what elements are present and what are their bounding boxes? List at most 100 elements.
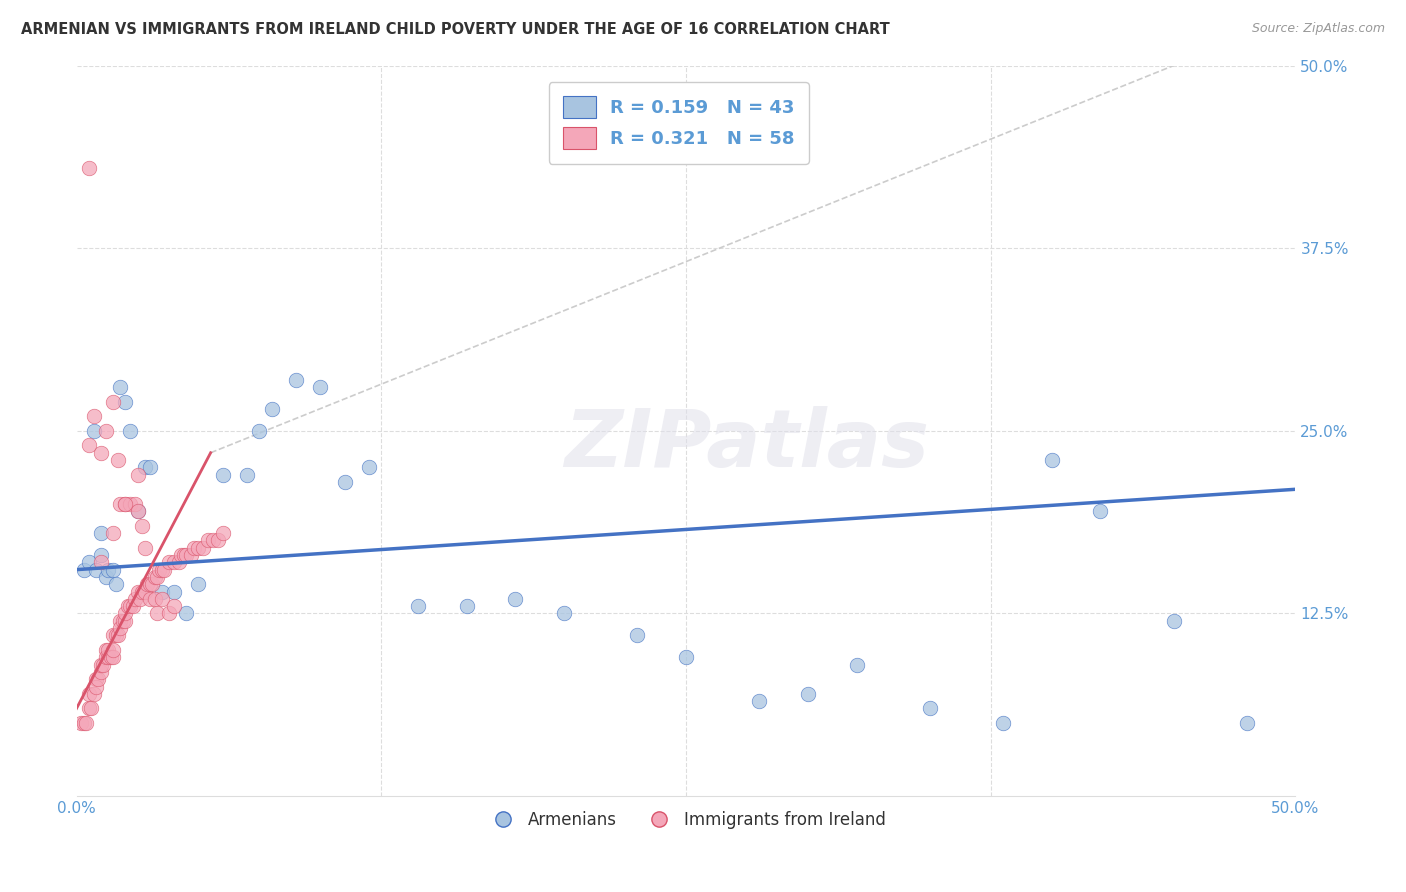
Point [127,467,149,482]
Point [93,657,115,672]
Point [84,563,107,577]
Point [84,680,107,694]
Point [80,701,103,715]
Point [247,424,270,438]
Point [174,548,197,562]
Point [127,504,149,518]
Point [157,555,180,569]
Point [110,497,132,511]
Point [84,672,107,686]
Point [90,665,112,679]
Point [129,591,152,606]
Point [127,504,149,518]
Point [97,563,120,577]
Point [90,555,112,569]
Point [236,467,259,482]
Point [107,628,129,642]
Point [104,577,127,591]
Point [94,643,117,657]
Point [1040,453,1063,467]
Point [163,599,186,614]
Point [211,526,233,541]
Point [120,424,142,438]
Point [183,541,205,555]
Point [73,563,96,577]
Point [94,570,117,584]
Point [101,643,124,657]
Point [138,591,160,606]
Point [77,438,100,452]
Point [124,497,146,511]
Point [505,591,527,606]
Point [991,716,1014,731]
Point [120,497,142,511]
Point [406,599,429,614]
Point [134,541,156,555]
Point [97,650,120,665]
Point [309,380,332,394]
Point [90,548,112,562]
Point [193,541,215,555]
Point [77,161,100,175]
Point [94,650,117,665]
Point [114,394,136,409]
Legend: Armenians, Immigrants from Ireland: Armenians, Immigrants from Ireland [479,804,893,835]
Point [626,628,648,642]
Point [211,467,233,482]
Point [167,555,190,569]
Text: ARMENIAN VS IMMIGRANTS FROM IRELAND CHILD POVERTY UNDER THE AGE OF 16 CORRELATIO: ARMENIAN VS IMMIGRANTS FROM IRELAND CHIL… [21,22,890,37]
Point [110,621,132,635]
Point [141,577,163,591]
Point [131,518,153,533]
Point [163,555,186,569]
Point [83,424,105,438]
Point [148,563,170,577]
Point [77,701,100,715]
Point [87,672,110,686]
Point [163,584,186,599]
Point [180,548,202,562]
Point [146,607,169,621]
Point [101,628,124,642]
Point [101,394,124,409]
Point [134,584,156,599]
Point [121,599,143,614]
Point [150,591,173,606]
Point [748,694,770,708]
Point [83,409,105,424]
Point [138,577,160,591]
Point [114,614,136,628]
Point [131,584,153,599]
Point [73,716,96,731]
Point [1163,614,1185,628]
Point [845,657,868,672]
Point [114,497,136,511]
Point [187,541,209,555]
Point [143,570,166,584]
Point [138,460,160,475]
Point [107,453,129,467]
Point [104,628,127,642]
Point [333,475,356,489]
Point [77,687,100,701]
Point [77,555,100,569]
Point [90,526,112,541]
Point [207,533,229,548]
Point [150,584,173,599]
Point [70,716,93,731]
Point [173,548,195,562]
Point [114,497,136,511]
Point [153,563,176,577]
Point [456,599,478,614]
Point [101,563,124,577]
Point [90,446,112,460]
Point [110,380,132,394]
Point [120,599,142,614]
Point [114,607,136,621]
Point [187,577,209,591]
Point [797,687,820,701]
Point [94,424,117,438]
Point [157,607,180,621]
Point [101,650,124,665]
Text: Source: ZipAtlas.com: Source: ZipAtlas.com [1251,22,1385,36]
